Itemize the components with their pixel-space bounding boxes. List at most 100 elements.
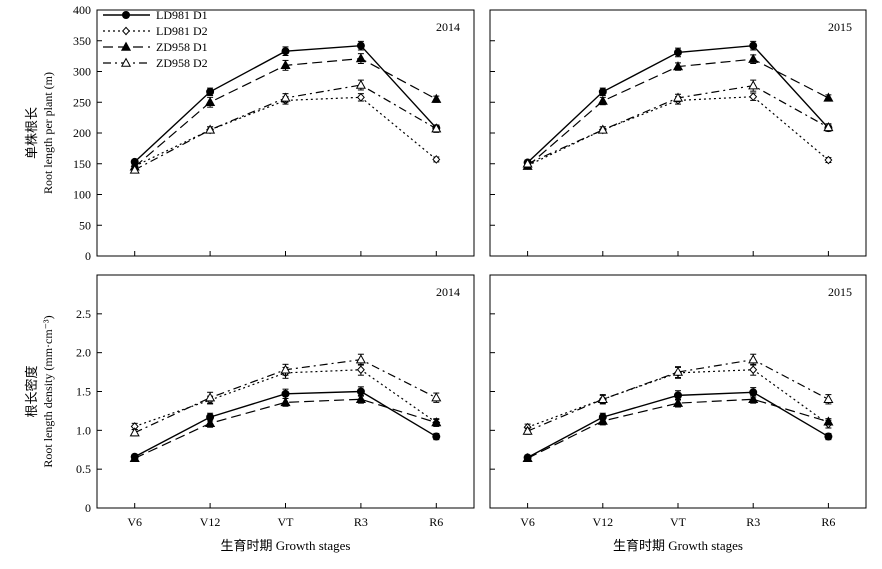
data-point — [432, 432, 441, 441]
data-point — [356, 365, 365, 375]
data-point — [748, 393, 759, 403]
y-tick-label: 350 — [73, 34, 91, 48]
data-point — [129, 164, 140, 174]
data-point — [355, 393, 366, 403]
data-point — [672, 397, 684, 407]
data-point — [522, 452, 533, 462]
data-point — [355, 53, 366, 63]
data-point — [205, 124, 216, 134]
series-line — [134, 96, 437, 167]
data-point — [748, 354, 759, 364]
x-axis-title: 生育时期 Growth stages — [221, 538, 351, 553]
data-point — [356, 41, 365, 50]
legend-label: ZD958 D2 — [156, 56, 208, 70]
legend-marker — [122, 26, 130, 36]
x-tick-label: VT — [278, 515, 295, 529]
data-point — [672, 61, 684, 71]
data-point — [281, 389, 290, 398]
data-point — [280, 92, 291, 102]
chart-panel-3: 0 0.5 1.0 1.5 2.0 2.5 V6 V12 VT R3 R6 2014 — [76, 274, 475, 529]
data-point — [281, 47, 290, 56]
series-3 — [129, 393, 442, 462]
x-axis-title: 生育时期 Growth stages — [613, 538, 743, 553]
panel-year-label: 2014 — [436, 285, 460, 299]
series-line — [527, 359, 829, 432]
y-axis-title-en: Root length density (mm·cm⁻³) — [41, 315, 55, 467]
x-tick-label: V12 — [592, 515, 613, 529]
data-point — [749, 41, 758, 50]
series-2 — [523, 92, 833, 170]
legend-marker — [122, 11, 130, 19]
chart-panel-4: V6 V12 VT R3 R6 2015 — [489, 274, 867, 529]
data-point — [129, 427, 140, 437]
series-4 — [522, 79, 834, 168]
legend-marker — [120, 57, 132, 67]
series-line — [527, 58, 829, 167]
x-tick-label: V12 — [200, 515, 221, 529]
data-point — [672, 92, 684, 102]
x-tick-label: VT — [670, 515, 687, 529]
data-point — [205, 96, 216, 106]
legend-marker — [120, 41, 132, 51]
data-point — [672, 366, 684, 376]
x-tick-label: R6 — [821, 515, 835, 529]
panel-year-label: 2015 — [828, 285, 852, 299]
data-point — [356, 92, 365, 102]
data-point — [823, 122, 834, 132]
x-tick-label: V6 — [127, 515, 142, 529]
legend-label: LD981 D1 — [156, 8, 208, 22]
data-point — [205, 417, 216, 428]
series-4 — [522, 353, 834, 435]
series-line — [527, 96, 829, 167]
legend-label: ZD958 D1 — [156, 40, 208, 54]
data-point — [431, 392, 442, 402]
data-point — [355, 354, 366, 364]
series-3 — [522, 53, 834, 170]
y-axis-title-cn: 根长密度 — [24, 365, 39, 417]
data-point — [206, 87, 215, 96]
chart-panel-2: 2015 — [489, 9, 867, 257]
data-point — [597, 95, 608, 105]
chart-panel-1: 0 50 100 150 200 250 300 350 400 2014 — [73, 3, 475, 263]
x-tick-label: V6 — [520, 515, 535, 529]
y-tick-label: 400 — [73, 3, 91, 17]
series-line — [527, 369, 829, 428]
y-tick-label: 2.0 — [76, 346, 91, 360]
data-point — [597, 415, 608, 425]
y-axis-title-cn: 单株根长 — [24, 107, 39, 159]
panel-year-label: 2015 — [828, 20, 852, 34]
data-point — [597, 393, 608, 403]
data-point — [823, 92, 834, 102]
y-tick-label: 0.5 — [76, 462, 91, 476]
data-point — [280, 396, 291, 407]
y-tick-label: 150 — [73, 157, 91, 171]
y-axis-title-en: Root length per plant (m) — [41, 72, 55, 194]
y-tick-label: 200 — [73, 126, 91, 140]
data-point — [748, 80, 759, 90]
y-tick-label: 0 — [85, 501, 91, 515]
series-3 — [522, 393, 834, 462]
data-point — [749, 92, 758, 102]
data-point — [748, 53, 759, 63]
plot-frame — [489, 9, 867, 257]
data-point — [823, 416, 834, 426]
data-point — [824, 155, 833, 165]
y-tick-label: 1.0 — [76, 423, 91, 437]
panel-year-label: 2014 — [436, 20, 460, 34]
data-point — [129, 452, 140, 462]
data-point — [598, 87, 607, 96]
data-point — [280, 364, 291, 374]
x-tick-label: R6 — [429, 515, 443, 529]
data-point — [824, 432, 833, 441]
series-4 — [129, 79, 442, 174]
data-point — [431, 93, 442, 103]
data-point — [823, 393, 834, 403]
data-point — [597, 124, 608, 134]
series-4 — [129, 353, 442, 437]
series-line — [527, 398, 829, 459]
y-tick-label: 300 — [73, 65, 91, 79]
legend-label: LD981 D2 — [156, 24, 208, 38]
data-point — [431, 123, 442, 133]
data-point — [432, 155, 441, 164]
